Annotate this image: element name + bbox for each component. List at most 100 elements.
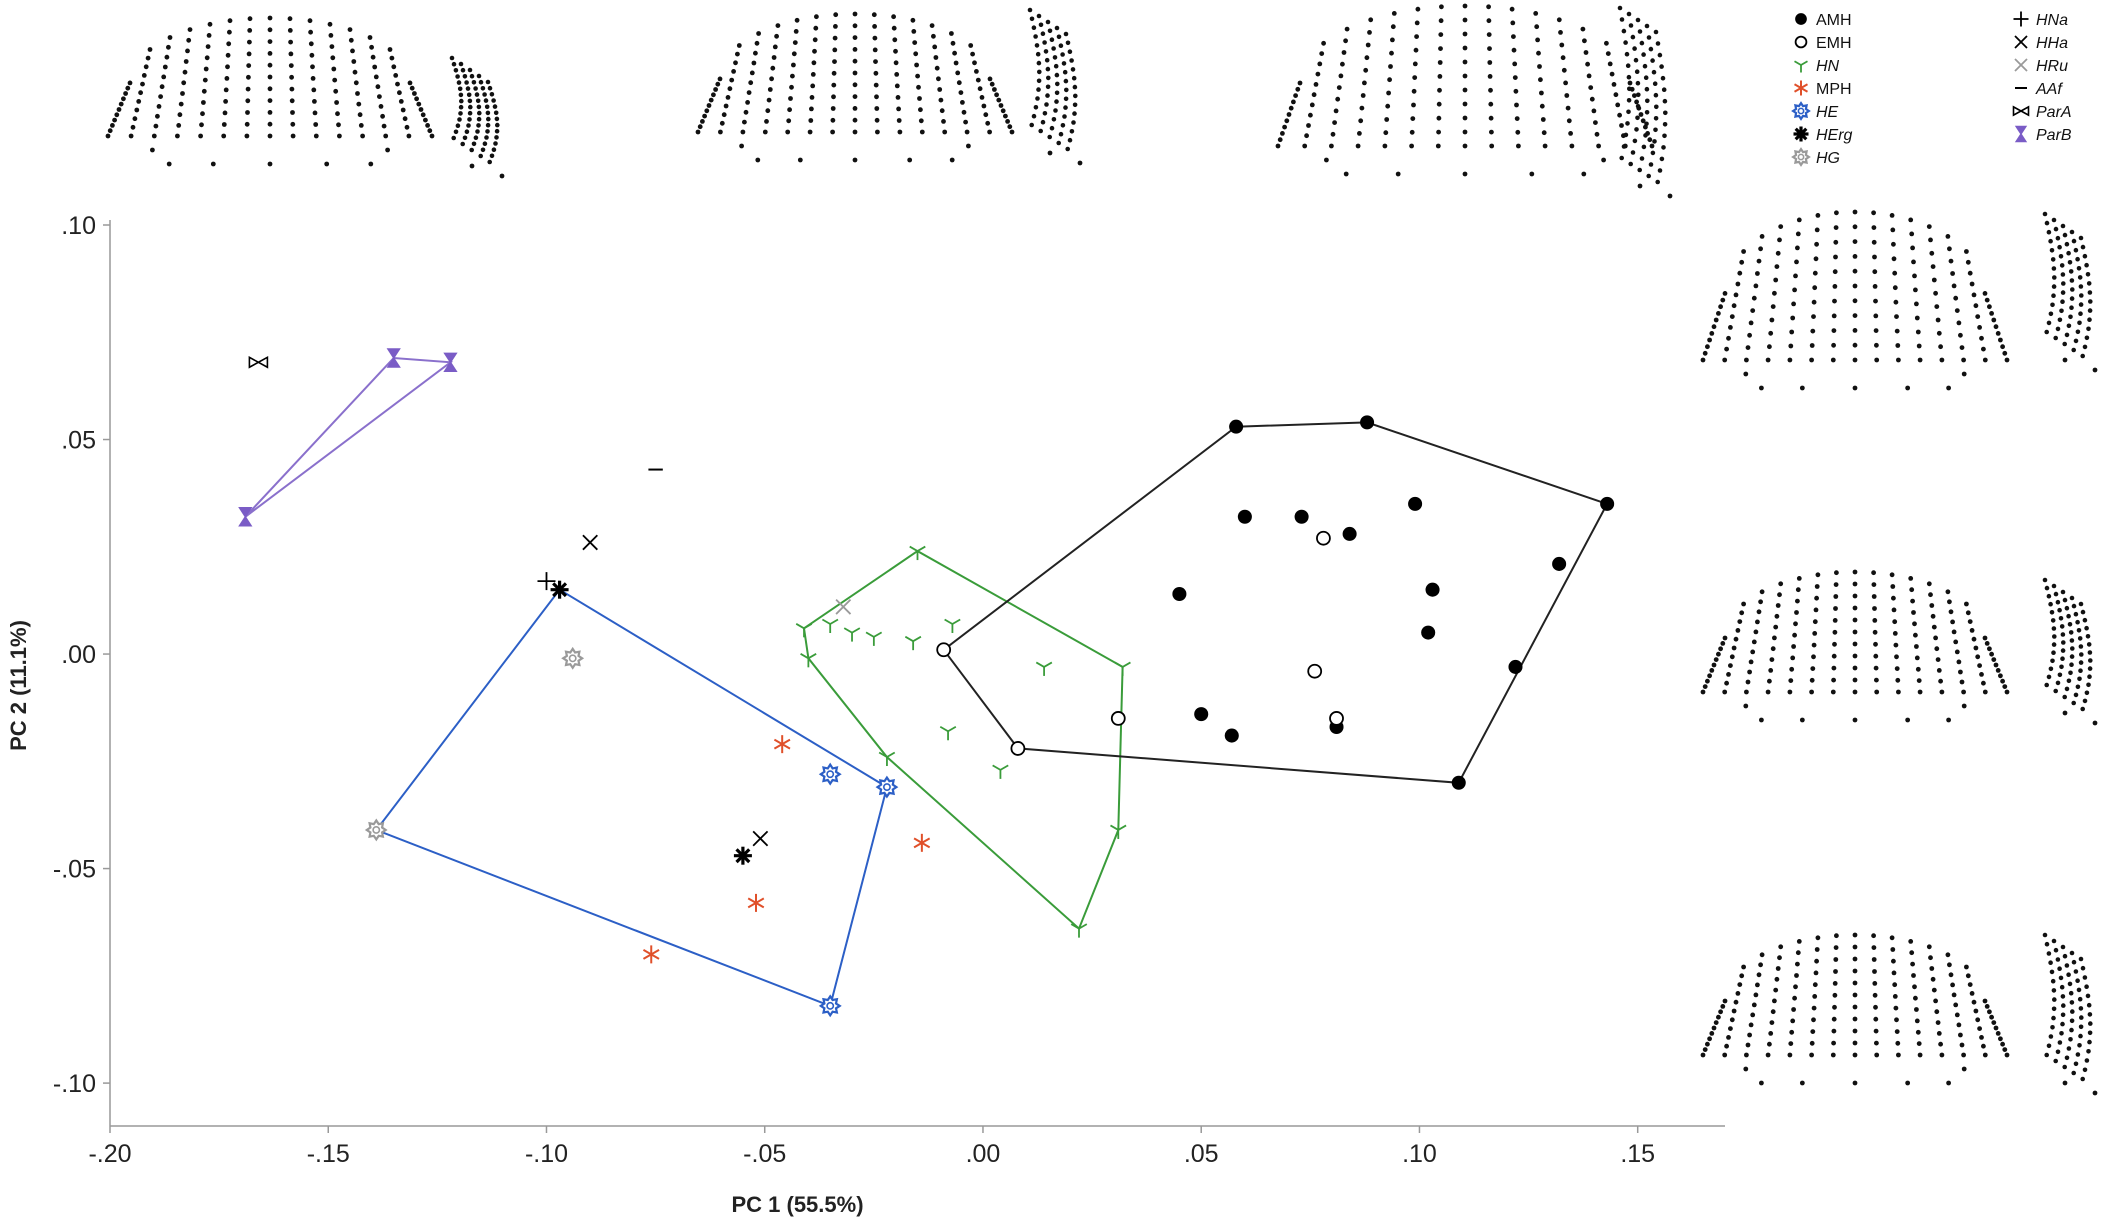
- point-AMH: [1408, 496, 1423, 511]
- hull-ParB: [244, 356, 454, 518]
- point-HE: [818, 762, 842, 786]
- point-HN: [800, 653, 817, 668]
- hull-AMH-EMH: [942, 421, 1609, 784]
- tick-labels: -.20 -.15 -.10 -.05 .00 .05 .10 .15 .10 .05 .00 -.0…: [53, 212, 1655, 1168]
- point-HRu: [835, 599, 852, 615]
- legend-item-MPH: MPH: [1794, 80, 1852, 98]
- point-EMH: [1110, 711, 1126, 726]
- hull-HN: [802, 549, 1124, 931]
- legend-label: AMH: [1816, 12, 1852, 29]
- legend-item-HN: HN: [1794, 58, 1840, 75]
- point-HN: [1035, 661, 1053, 676]
- point-EMH: [936, 642, 952, 658]
- legend-item-EMH: EMH: [1794, 35, 1852, 52]
- point-HE: [875, 775, 899, 799]
- legend-label: ParA: [2036, 104, 2072, 121]
- point-HN: [865, 631, 883, 646]
- legend-item-AAf: AAf: [2015, 81, 2063, 98]
- point-EMH: [1329, 711, 1344, 726]
- legend-label: EMH: [1816, 35, 1852, 52]
- point-AMH: [1508, 659, 1523, 674]
- point-AMH: [1421, 625, 1436, 640]
- point-HN: [878, 751, 896, 767]
- legend-label: HErg: [1816, 127, 1853, 144]
- thumbnail-right-3: [1700, 569, 2010, 723]
- y-tick-label: .10: [61, 212, 96, 240]
- point-AMH: [1229, 419, 1244, 434]
- point-AMH: [1294, 509, 1309, 524]
- x-tick-label: .10: [1402, 1140, 1437, 1168]
- x-tick-label: .15: [1620, 1140, 1655, 1168]
- point-AMH: [1172, 586, 1187, 602]
- point-HG: [561, 646, 585, 670]
- legend-label: HN: [1816, 58, 1840, 75]
- legend-item-HHa: HHa: [2014, 35, 2068, 52]
- legend-label: MPH: [1816, 81, 1852, 98]
- y-tick-label: -.10: [53, 1070, 96, 1098]
- legend-label: ParB: [2036, 127, 2072, 144]
- scatter-plot: -.20 -.15 -.10 -.05 .00 .05 .10 .15 .10 .05 .00 -.0…: [6, 212, 1725, 1217]
- point-HG: [364, 818, 388, 842]
- legend: AMH EMH HN MPH HE HErg HG HNa HHa HRu AAf ParA ParB: [1791, 11, 2072, 167]
- point-AMH: [1224, 728, 1239, 743]
- point-ParB: [386, 348, 401, 368]
- point-HN: [795, 623, 813, 638]
- point-AMH: [1600, 496, 1615, 511]
- thumbnail-side-3: [1617, 5, 1673, 199]
- point-AMH: [1552, 556, 1567, 571]
- legend-item-AMH: AMH: [1795, 12, 1852, 29]
- data-points: [238, 348, 1615, 1018]
- thumbnail-right-6: [2042, 932, 2098, 1096]
- point-HN: [1070, 923, 1088, 938]
- point-HN: [992, 764, 1009, 779]
- point-HErg: [550, 580, 569, 599]
- y-tick-label: .00: [61, 641, 96, 669]
- thumbnail-front-1: [105, 15, 435, 167]
- point-MPH: [642, 945, 660, 964]
- thumbnail-right-1: [1700, 209, 2010, 391]
- point-HN: [843, 627, 861, 642]
- point-AMH: [1360, 415, 1375, 430]
- y-axis-title: PC 2 (11.1%): [6, 620, 31, 751]
- point-AMH: [1451, 775, 1466, 790]
- y-tick-label: -.05: [53, 856, 96, 884]
- shape-thumbnails: [105, 3, 2098, 1096]
- point-HN: [1114, 661, 1131, 676]
- hull-HE: [374, 588, 889, 1008]
- point-MPH: [773, 735, 791, 754]
- point-AMH: [1342, 526, 1357, 541]
- thumbnail-side-2: [1027, 7, 1083, 166]
- point-ParB: [238, 507, 253, 527]
- point-AMH: [1237, 509, 1252, 524]
- thumbnail-right-4: [2042, 577, 2098, 726]
- convex-hulls: [244, 356, 1609, 1008]
- point-HN: [909, 545, 926, 561]
- axes: [109, 220, 1725, 1127]
- legend-item-HRu: HRu: [2014, 58, 2068, 75]
- thumbnail-side-1: [449, 55, 505, 179]
- x-tick-label: -.15: [307, 1140, 350, 1168]
- legend-label: HNa: [2036, 12, 2068, 29]
- legend-item-HG: HG: [1791, 147, 1840, 167]
- y-tick-label: .05: [61, 427, 96, 455]
- point-HE: [818, 994, 842, 1018]
- x-tick-label: -.05: [743, 1140, 786, 1168]
- x-tick-label: .05: [1184, 1140, 1219, 1168]
- legend-item-ParB: ParB: [2014, 125, 2072, 144]
- point-ParB: [443, 352, 458, 372]
- point-AMH: [1194, 707, 1209, 722]
- point-HHa: [582, 534, 598, 551]
- x-tick-label: -.20: [88, 1140, 131, 1168]
- legend-label: HHa: [2036, 35, 2068, 52]
- thumbnail-front-2: [695, 11, 1015, 163]
- legend-label: HE: [1816, 104, 1839, 121]
- legend-label: HRu: [2036, 58, 2068, 75]
- point-HN: [1110, 824, 1127, 839]
- point-ParA: [248, 355, 269, 369]
- thumbnail-right-5: [1700, 932, 2010, 1086]
- thumbnail-right-2: [2042, 211, 2098, 373]
- point-HNa: [537, 572, 556, 591]
- x-axis-title: PC 1 (55.5%): [731, 1192, 863, 1217]
- point-EMH: [1316, 530, 1331, 546]
- point-AMH: [1425, 582, 1440, 597]
